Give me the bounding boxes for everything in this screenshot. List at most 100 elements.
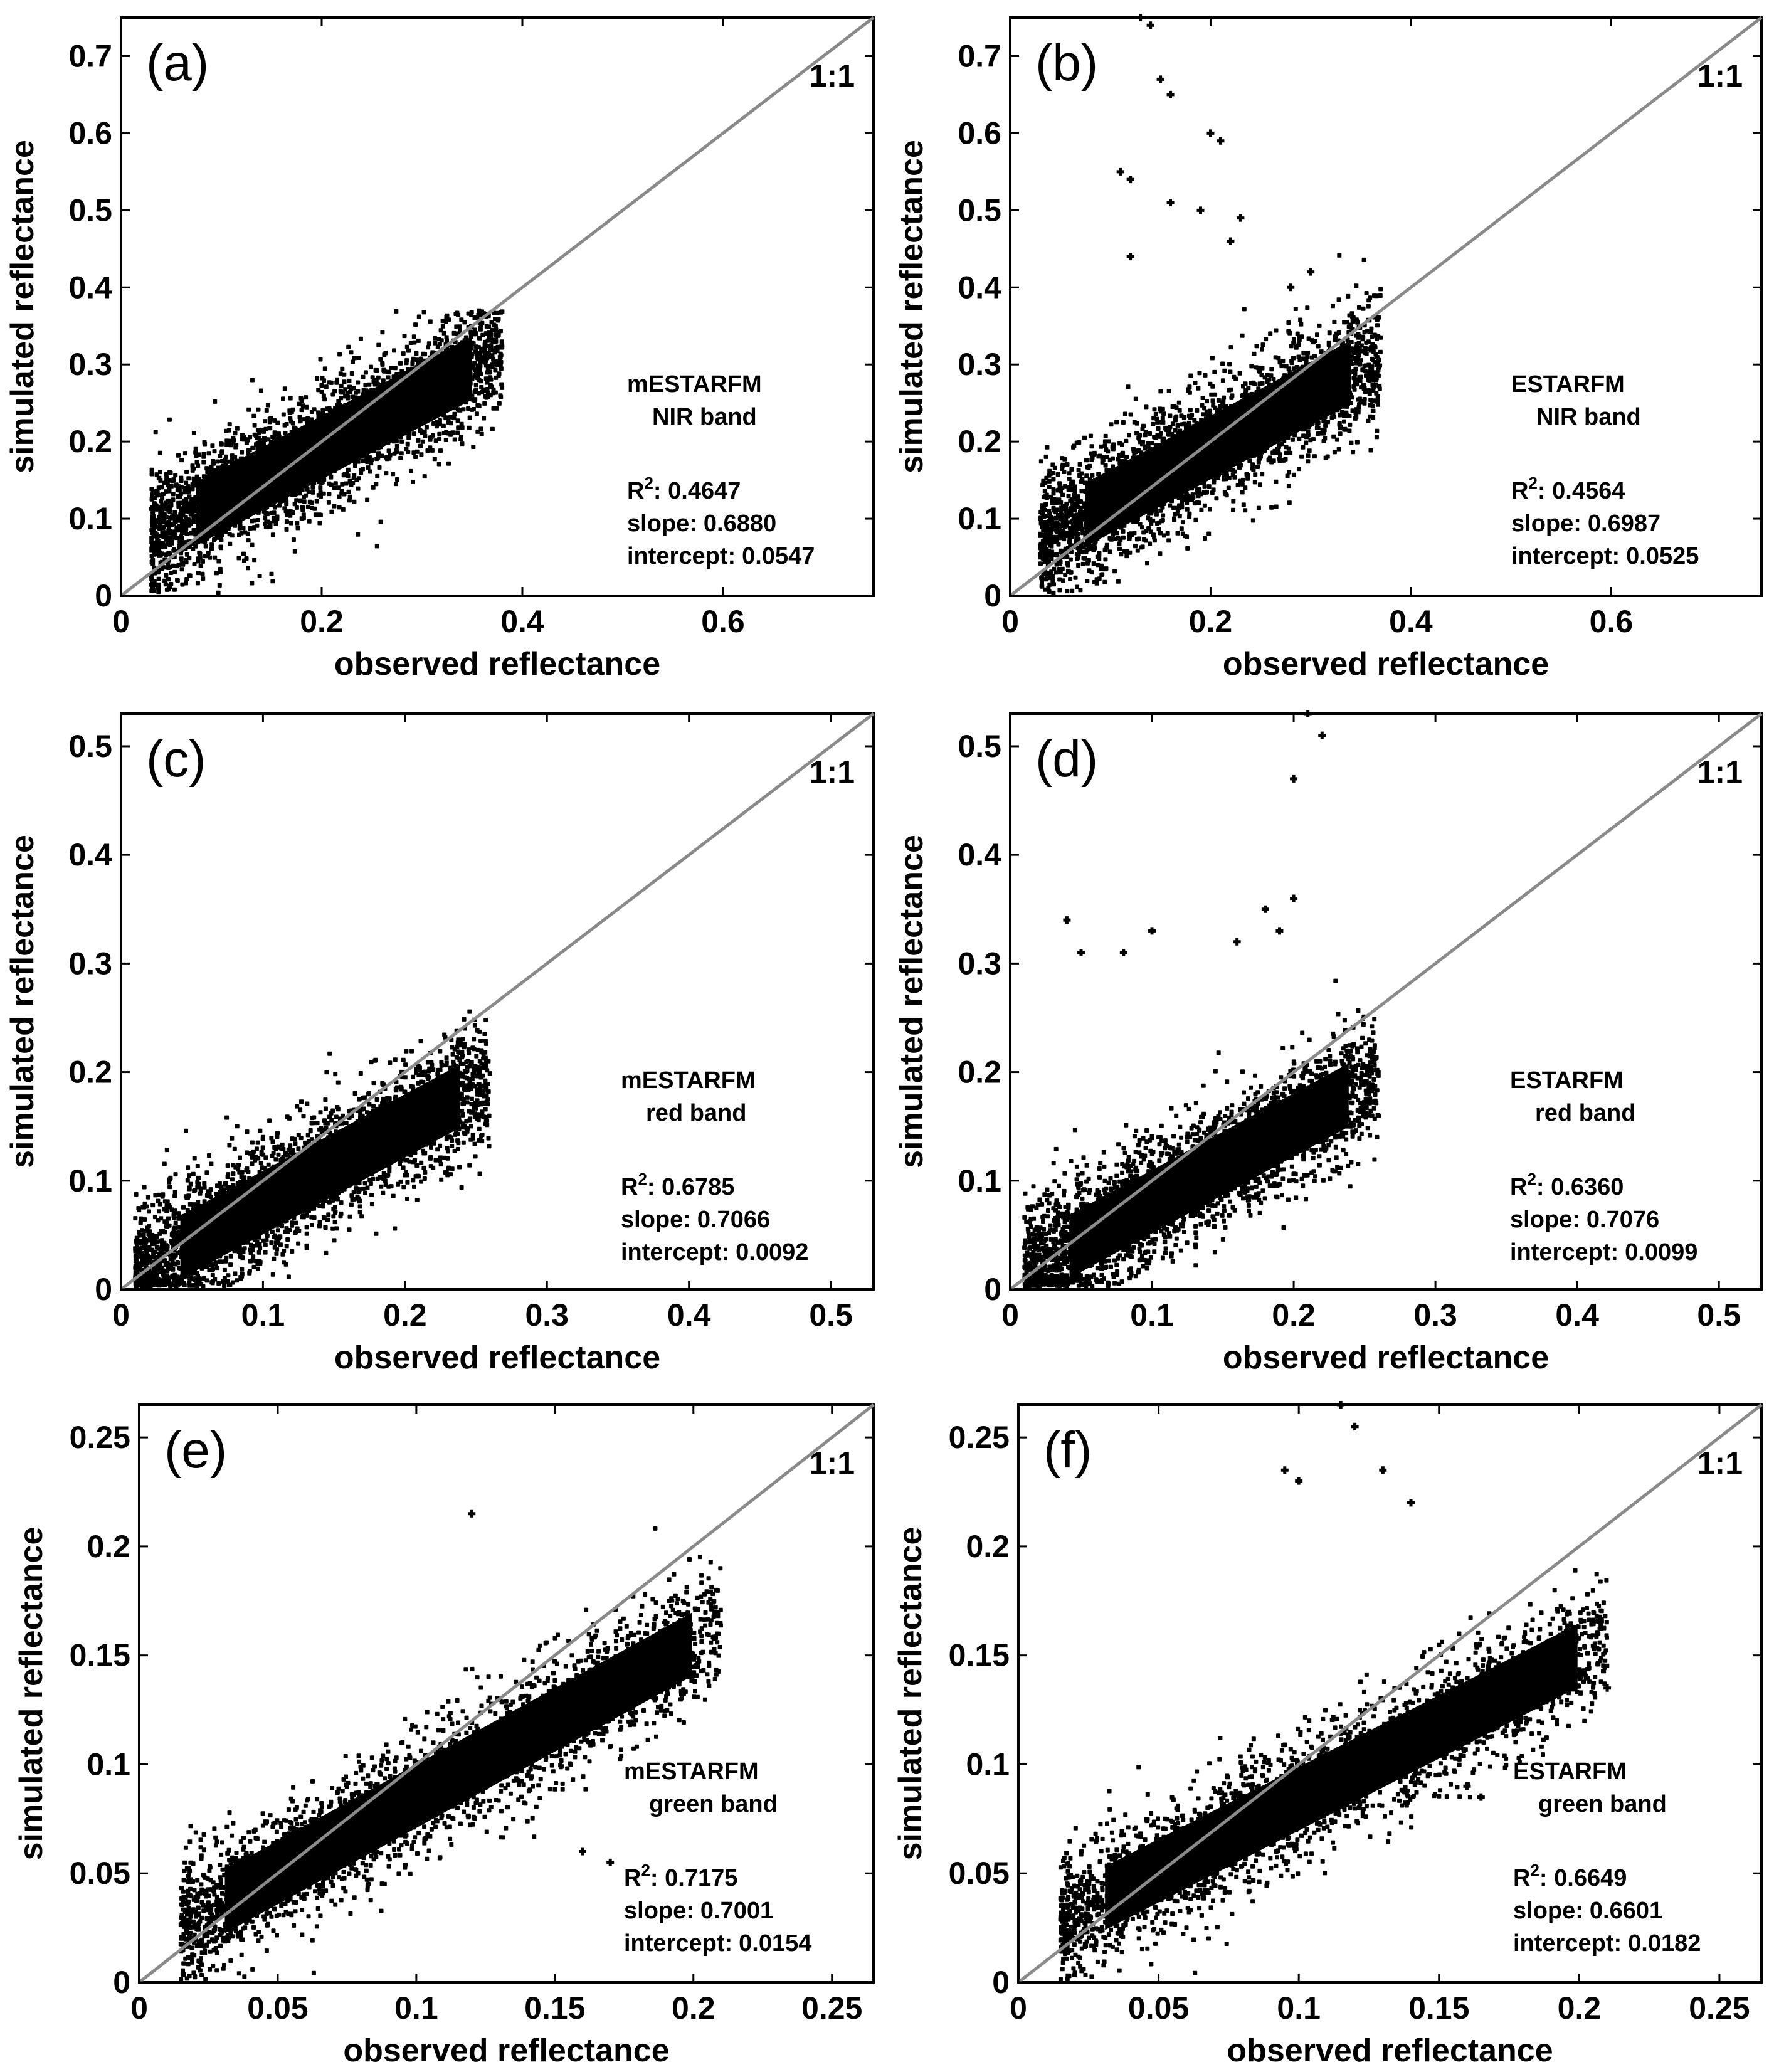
r2-line: R2: 0.4647	[627, 473, 741, 504]
r2-line: R2: 0.6360	[1510, 1170, 1624, 1200]
y-axis-label: simulated reflectance	[4, 835, 41, 1168]
one-to-one-label: 1:1	[1697, 1446, 1743, 1481]
y-tick-label: 0.2	[68, 424, 112, 459]
scatter-outlier	[1477, 1793, 1485, 1801]
y-tick-label: 0.25	[70, 1420, 130, 1455]
r2-value: 0.7175	[665, 1865, 737, 1891]
scatter-outlier	[1275, 927, 1284, 935]
intercept-value: 0.0182	[1628, 1930, 1701, 1957]
y-axis-label: simulated reflectance	[894, 140, 930, 473]
scatter-outlier	[1126, 176, 1134, 184]
y-axis-label: simulated reflectance	[4, 140, 41, 473]
y-tick-label: 0.1	[966, 1747, 1010, 1782]
method-label: ESTARFM	[1513, 1758, 1627, 1785]
scatter-density-core	[180, 1064, 460, 1279]
y-tick-label: 0.5	[958, 729, 1001, 764]
x-tick-label: 0	[1001, 1298, 1019, 1333]
r2-superscript: 2	[1530, 1861, 1539, 1879]
r2-superscript: 2	[1528, 473, 1537, 492]
scatter-outlier	[1166, 199, 1175, 207]
scatter-density-core	[196, 336, 472, 546]
x-tick-label: 0	[1001, 604, 1019, 639]
one-to-one-line	[1009, 712, 1763, 1291]
x-tick-label: 0.2	[672, 1990, 715, 2026]
r2-colon: :	[1538, 478, 1552, 504]
intercept-label: intercept:	[1511, 543, 1620, 569]
r2-label: R	[621, 1174, 638, 1200]
scatter-outlier	[1575, 1673, 1583, 1681]
r2-superscript: 2	[641, 1861, 650, 1879]
scatter-outlier	[1116, 167, 1124, 176]
y-tick-label: 0.1	[958, 501, 1001, 536]
panel-tag: (c)	[146, 731, 206, 788]
scatter-points	[1022, 710, 1381, 1289]
one-to-one-line	[138, 1403, 875, 1984]
scatter-outlier	[1136, 14, 1144, 21]
scatter-outlier	[1261, 905, 1269, 913]
slope-value: 0.6987	[1588, 510, 1660, 537]
x-axis-label: observed reflectance	[1223, 1340, 1549, 1376]
intercept-value: 0.0092	[736, 1239, 808, 1266]
band-label: NIR band	[652, 404, 757, 430]
method-label: mESTARFM	[621, 1067, 756, 1094]
one-to-one-label: 1:1	[1697, 58, 1743, 93]
intercept-label: intercept:	[621, 1239, 729, 1266]
r2-colon: :	[1539, 1865, 1554, 1891]
x-tick-label: 0.6	[1590, 604, 1634, 639]
y-tick-label: 0.2	[966, 1529, 1010, 1564]
intercept-line: intercept: 0.0182	[1513, 1930, 1701, 1957]
scatter-outlier	[1463, 1782, 1471, 1790]
r2-value: 0.4647	[668, 478, 741, 504]
slope-label: slope:	[624, 1898, 694, 1924]
scatter-outlier	[1237, 214, 1245, 222]
x-tick-label: 0.3	[525, 1298, 569, 1333]
slope-value: 0.7076	[1587, 1207, 1659, 1233]
band-label: red band	[646, 1100, 746, 1126]
scatter-outlier	[1307, 268, 1315, 276]
y-tick-label: 0.3	[958, 347, 1001, 382]
slope-line: slope: 0.6880	[627, 510, 776, 537]
x-tick-label: 0.1	[1130, 1298, 1174, 1333]
y-tick-label: 0	[992, 1965, 1010, 2000]
x-tick-label: 0	[130, 1990, 148, 2026]
slope-line: slope: 0.6601	[1513, 1898, 1662, 1924]
x-axis-label: observed reflectance	[1227, 2032, 1553, 2069]
y-tick-label: 0.4	[68, 837, 112, 872]
stats-block: mESTARFM green band R2: 0.7175 slope: 0.7001…	[624, 1758, 811, 1957]
slope-line: slope: 0.6987	[1511, 510, 1660, 537]
y-tick-label: 0.4	[958, 270, 1001, 305]
scatter-points	[1058, 1401, 1612, 1982]
r2-value: 0.6360	[1551, 1174, 1624, 1200]
scatter-outlier	[1063, 916, 1071, 924]
scatter-density-core	[1085, 340, 1351, 547]
scatter-panel-4: 0 0.05 0.1 0.15 0.2 0.25 0 0.05 0.1 0.15 0.2 0.25 ob…	[13, 1403, 875, 2069]
intercept-value: 0.0099	[1625, 1239, 1697, 1266]
panel-tag: (b)	[1035, 34, 1098, 92]
intercept-label: intercept:	[1513, 1930, 1622, 1957]
y-tick-label: 0.1	[87, 1747, 130, 1782]
method-label: ESTARFM	[1511, 371, 1625, 398]
scatter-density-core	[1069, 1063, 1349, 1279]
slope-line: slope: 0.7076	[1510, 1207, 1659, 1233]
scatter-panel-3: 0 0.1 0.2 0.3 0.4 0.5 0 0.1 0.2 0.3 0.4 0.5 observed…	[894, 710, 1763, 1376]
stats-block: mESTARFM red band R2: 0.6785 slope: 0.7066 in…	[621, 1067, 808, 1266]
y-tick-label: 0	[95, 1272, 112, 1307]
intercept-value: 0.0154	[739, 1930, 811, 1957]
r2-superscript: 2	[638, 1170, 647, 1188]
r2-label: R	[1513, 1865, 1530, 1891]
y-tick-label: 0.7	[68, 38, 112, 73]
method-label: mESTARFM	[627, 371, 762, 398]
intercept-line: intercept: 0.0547	[627, 543, 815, 569]
method-label: ESTARFM	[1510, 1067, 1624, 1094]
y-tick-label: 0	[984, 1272, 1001, 1307]
x-axis-label: observed reflectance	[334, 646, 660, 682]
scatter-outlier	[689, 1651, 697, 1659]
y-tick-label: 0.6	[958, 115, 1001, 151]
one-to-one-line	[120, 16, 875, 597]
scatter-density-core	[1105, 1624, 1578, 1930]
y-tick-label: 0	[95, 578, 112, 613]
y-tick-label: 0	[113, 1965, 130, 2000]
one-to-one-label: 1:1	[810, 1446, 855, 1481]
y-tick-label: 0.2	[87, 1529, 130, 1564]
x-tick-label: 0.4	[1389, 604, 1433, 639]
